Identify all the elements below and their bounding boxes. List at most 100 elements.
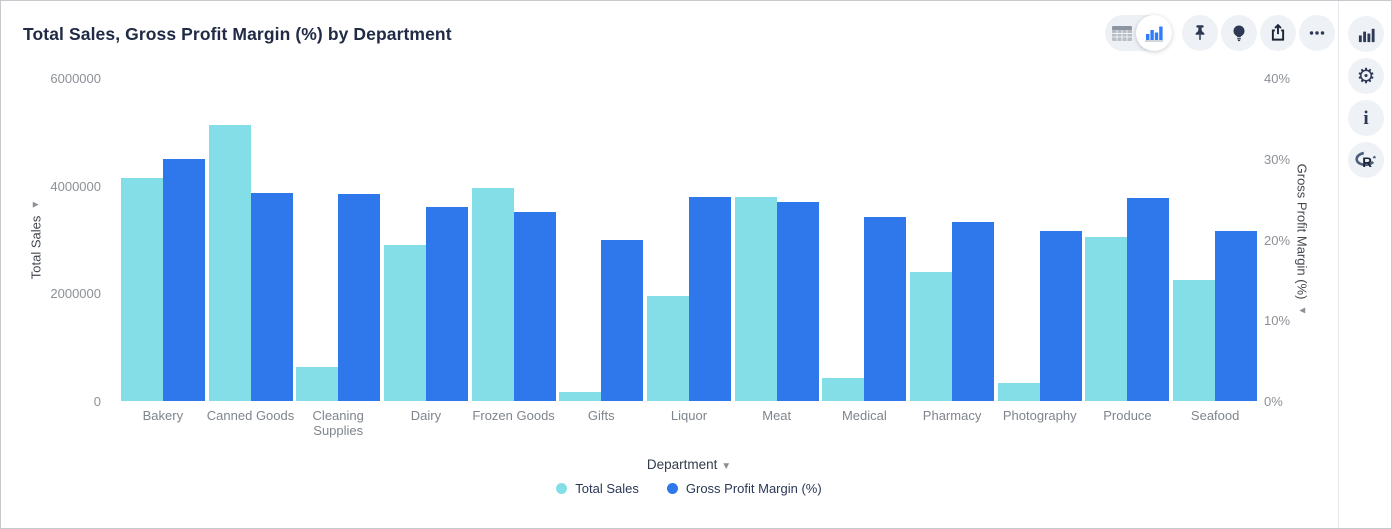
right-tick-label: 40%	[1264, 71, 1291, 86]
bar-chart-icon	[1145, 26, 1163, 42]
bar-group	[382, 78, 470, 401]
right-axis-ticks: 0% 10% 20% 30% 40%	[1264, 71, 1314, 409]
right-tick-label: 0%	[1264, 394, 1283, 409]
gear-icon: ⚙	[1356, 64, 1376, 88]
view-toggle	[1105, 15, 1172, 51]
category-label: Medical	[841, 408, 887, 423]
side-rail: ⚙ i R	[1339, 1, 1391, 528]
export-icon	[1271, 23, 1285, 41]
ellipsis-icon	[1309, 31, 1325, 35]
gross-profit-margin-bar[interactable]	[338, 193, 381, 401]
lightbulb-icon	[1233, 25, 1245, 42]
total-sales-bar[interactable]	[997, 383, 1040, 401]
legend-dot-icon	[666, 483, 678, 494]
vertical-divider	[1338, 1, 1339, 528]
legend-dot-icon	[556, 483, 568, 494]
insights-button[interactable]	[1221, 15, 1257, 51]
more-options-button[interactable]	[1299, 15, 1335, 51]
total-sales-bar[interactable]	[559, 391, 602, 401]
left-tick-label: 2000000	[50, 286, 101, 302]
bar-group	[1084, 78, 1172, 401]
gross-profit-margin-bar[interactable]	[601, 239, 644, 401]
settings-button[interactable]: ⚙	[1348, 58, 1384, 94]
bar-group	[821, 78, 909, 401]
left-tick-label: 6000000	[50, 71, 101, 86]
right-tick-label: 20%	[1264, 232, 1291, 248]
category-label: Seafood	[1190, 408, 1240, 423]
right-tick-label: 10%	[1264, 313, 1291, 329]
total-sales-bar[interactable]	[383, 244, 426, 401]
total-sales-bar[interactable]	[910, 271, 953, 401]
total-sales-bar[interactable]	[208, 124, 251, 401]
bar-chart-icon	[1358, 28, 1375, 42]
chart-toolbar	[1105, 15, 1335, 51]
bar-group	[733, 78, 821, 401]
chart-view-button[interactable]	[1136, 15, 1172, 51]
total-sales-bar[interactable]	[646, 296, 689, 401]
legend-label: Total Sales	[575, 481, 639, 496]
category-label: Meat	[762, 408, 792, 423]
x-axis-title-label[interactable]: Department ▼	[646, 457, 732, 472]
category-label: Photography	[1002, 408, 1077, 423]
legend-label: Gross Profit Margin (%)	[685, 481, 822, 496]
right-tick-label: 30%	[1264, 151, 1291, 167]
r-logo-icon: R	[1355, 151, 1376, 170]
bar-group	[557, 78, 645, 401]
pin-button[interactable]	[1182, 15, 1218, 51]
total-sales-bar[interactable]	[120, 178, 163, 401]
gross-profit-margin-bar[interactable]	[513, 212, 556, 401]
bar-group	[996, 78, 1084, 401]
pin-icon	[1195, 25, 1205, 40]
bar-group	[1171, 78, 1259, 401]
total-sales-bar[interactable]	[734, 197, 777, 401]
gross-profit-margin-bar[interactable]	[688, 196, 731, 401]
r-logo-button[interactable]: R	[1348, 142, 1384, 178]
gross-profit-margin-bar[interactable]	[425, 207, 468, 401]
total-sales-bar[interactable]	[1173, 279, 1216, 401]
bar-group	[119, 78, 207, 401]
bar-group	[294, 78, 382, 401]
gross-profit-margin-bar[interactable]	[952, 221, 995, 401]
bar-group	[908, 78, 996, 401]
bar-group	[470, 78, 558, 401]
left-axis-ticks: 0 2000000 4000000 6000000	[21, 71, 101, 409]
table-icon	[1111, 25, 1132, 41]
x-axis-title: Department ▼	[119, 457, 1259, 472]
category-label: Cleaning Supplies	[312, 408, 364, 438]
bar-group	[645, 78, 733, 401]
gross-profit-margin-bar[interactable]	[250, 192, 293, 401]
table-view-button[interactable]	[1105, 15, 1138, 51]
legend-item[interactable]: Total Sales	[556, 481, 639, 496]
category-label: Frozen Goods	[472, 408, 555, 423]
legend-item[interactable]: Gross Profit Margin (%)	[666, 481, 822, 496]
total-sales-bar[interactable]	[1085, 237, 1128, 401]
svg-text:R: R	[1362, 155, 1372, 170]
category-label: Gifts	[587, 408, 615, 423]
category-label: Canned Goods	[206, 408, 295, 423]
category-label: Produce	[1103, 408, 1152, 423]
category-label: Pharmacy	[922, 408, 982, 423]
category-label: Bakery	[142, 408, 184, 423]
category-label: Dairy	[410, 408, 442, 423]
chevron-down-icon: ▼	[721, 461, 732, 472]
gross-profit-margin-bar[interactable]	[1215, 231, 1258, 401]
info-button[interactable]: i	[1348, 100, 1384, 136]
bar-group	[207, 78, 295, 401]
total-sales-bar[interactable]	[296, 367, 339, 401]
page-title: Total Sales, Gross Profit Margin (%) by …	[23, 24, 452, 44]
gross-profit-margin-bar[interactable]	[776, 202, 819, 401]
gross-profit-margin-bar[interactable]	[1127, 197, 1170, 401]
export-button[interactable]	[1260, 15, 1296, 51]
left-tick-label: 0	[93, 394, 101, 409]
total-sales-bar[interactable]	[822, 377, 865, 401]
info-icon: i	[1363, 107, 1369, 129]
plot-area	[119, 78, 1259, 401]
gross-profit-margin-bar[interactable]	[1039, 231, 1082, 401]
gross-profit-margin-bar[interactable]	[864, 216, 907, 401]
chart-options-button[interactable]	[1348, 16, 1384, 52]
total-sales-bar[interactable]	[471, 187, 514, 401]
category-label: Liquor	[670, 408, 708, 423]
chart-legend: Total Sales Gross Profit Margin (%)	[119, 481, 1259, 496]
gross-profit-margin-bar[interactable]	[162, 158, 205, 401]
